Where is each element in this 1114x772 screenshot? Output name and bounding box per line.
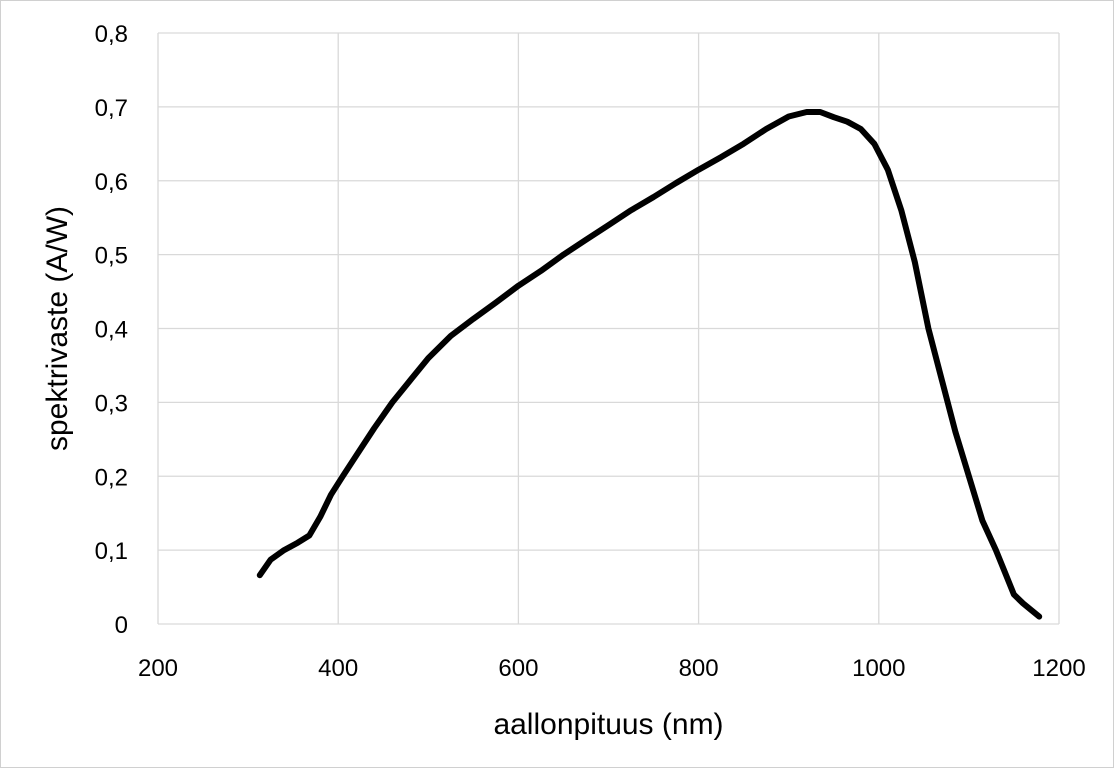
x-tick-label: 400 [318,655,358,682]
y-axis-title: spektrivaste (A/W) [41,206,74,451]
tick-labels: 0 0,1 0,2 0,3 0,4 0,5 0,6 0,7 0,8 200 400 600 800 100… [95,21,1086,682]
x-tick-label: 600 [498,655,538,682]
series-layer [256,109,1043,620]
x-tick-label: 1000 [852,655,905,682]
y-tick-label: 0 [115,612,128,639]
y-tick-label: 0,4 [95,317,128,344]
grid-layer [157,32,1060,625]
x-tick-label: 1200 [1032,655,1085,682]
x-axis-title: aallonpituus (nm) [493,708,723,741]
x-tick-label: 800 [679,655,719,682]
y-tick-label: 0,3 [95,390,128,417]
y-tick-label: 0,2 [95,464,128,491]
y-tick-label: 0,5 [95,243,128,270]
y-tick-label: 0,8 [95,21,128,48]
y-tick-label: 0,7 [95,95,128,122]
x-tick-label: 200 [138,655,178,682]
series-line [256,109,1043,620]
y-tick-label: 0,6 [95,169,128,196]
y-tick-label: 0,1 [95,538,128,565]
